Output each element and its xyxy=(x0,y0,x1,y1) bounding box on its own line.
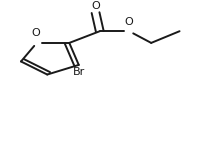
Text: O: O xyxy=(31,28,40,38)
Text: Br: Br xyxy=(73,67,85,77)
Text: O: O xyxy=(125,17,134,27)
Text: O: O xyxy=(91,1,100,11)
